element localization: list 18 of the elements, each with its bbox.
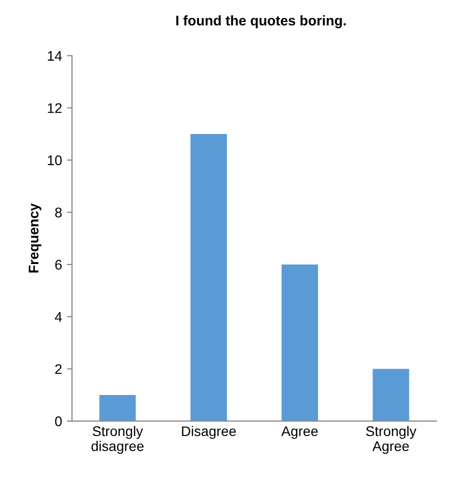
y-tick-label: 4 bbox=[54, 312, 62, 322]
y-tick-label: 0 bbox=[55, 416, 62, 426]
bar bbox=[372, 368, 410, 422]
x-tick-label: Strongly Agree bbox=[366, 426, 416, 454]
x-tick-label: Disagree bbox=[182, 426, 236, 439]
y-tick-label: 2 bbox=[55, 364, 62, 374]
chart-title: I found the quotes boring. bbox=[176, 15, 346, 28]
y-tick-label: 8 bbox=[55, 208, 62, 218]
bar bbox=[282, 264, 318, 422]
x-tick-label: Agree bbox=[281, 426, 318, 439]
bar bbox=[190, 134, 227, 422]
y-tick-label: 6 bbox=[55, 260, 62, 270]
y-tick-label: 14 bbox=[48, 51, 62, 61]
y-axis-title: Frequency bbox=[28, 203, 42, 273]
x-tick-label: Strongly disagree bbox=[92, 426, 144, 454]
bar bbox=[99, 394, 136, 422]
y-tick-label: 12 bbox=[48, 103, 62, 113]
y-tick-label: 10 bbox=[48, 155, 62, 166]
